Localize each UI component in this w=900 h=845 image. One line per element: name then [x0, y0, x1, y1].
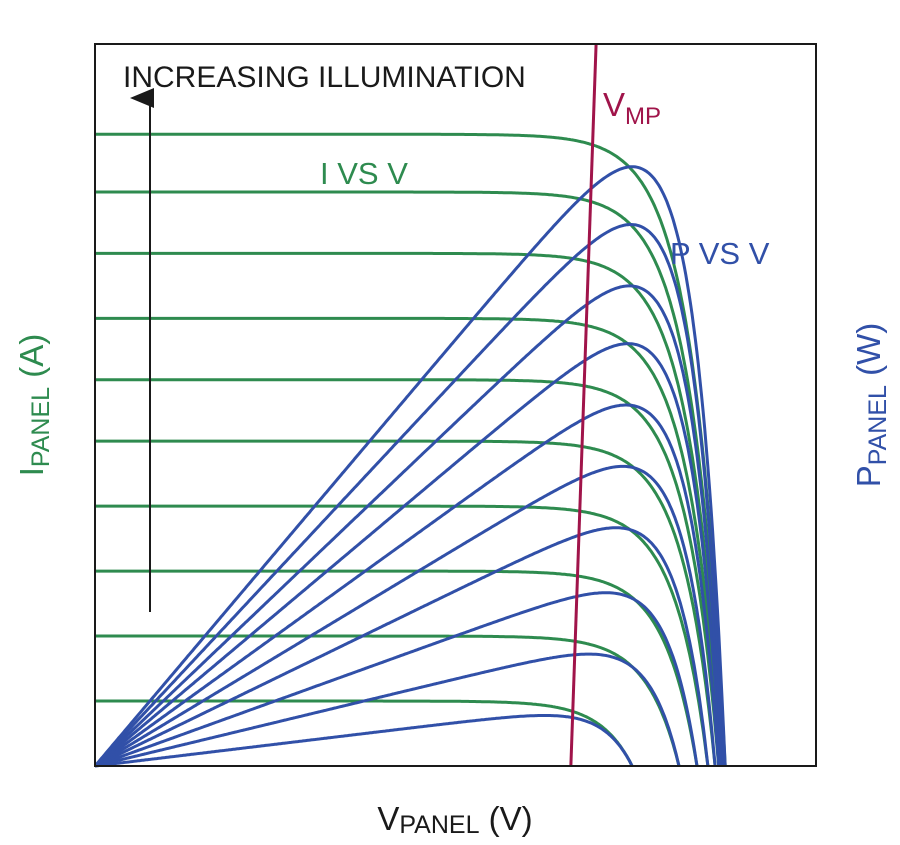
- iv-curve-9: [95, 190, 726, 767]
- y-axis-label-right: PPANEL (W): [850, 323, 892, 487]
- iv-curve-7: [95, 316, 723, 767]
- iv-curve-4: [95, 504, 710, 767]
- vmp-line: [569, 43, 598, 767]
- vmp-label: VMP: [603, 86, 661, 130]
- x-axis-label: VPANEL (V): [377, 800, 532, 839]
- pv-curve-4: [94, 526, 710, 768]
- pv-curve-5: [94, 464, 717, 768]
- pv-curve-2: [94, 652, 681, 768]
- iv-curve-8: [95, 251, 724, 767]
- iv-curve-5: [95, 439, 717, 767]
- iv-curve-group: [95, 132, 727, 767]
- iv-curve-label: I VS V: [320, 156, 408, 191]
- pv-curve-6: [94, 403, 721, 768]
- illumination-label: INCREASING ILLUMINATION: [123, 61, 526, 94]
- pv-curve-8: [93, 284, 724, 768]
- pv-curve-group: [93, 165, 727, 768]
- pv-curve-7: [94, 342, 723, 768]
- pv-curve-3: [94, 591, 699, 768]
- y-axis-label-left: IPANEL (A): [13, 334, 55, 476]
- pv-curve-9: [93, 223, 726, 768]
- plot-frame: [94, 43, 817, 767]
- iv-curve-10: [95, 132, 727, 767]
- pv-curve-1: [94, 714, 634, 768]
- iv-curve-6: [95, 378, 721, 767]
- pv-curve-label: P VS V: [670, 236, 770, 271]
- iv-curve-3: [95, 569, 699, 767]
- iv-curve-2: [95, 634, 681, 767]
- pv-curve-10: [93, 165, 727, 767]
